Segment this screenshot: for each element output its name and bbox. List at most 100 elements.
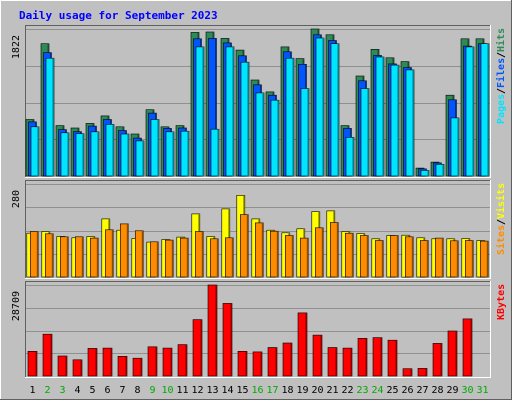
bar-shade (471, 240, 474, 277)
legend-separator: / (496, 52, 507, 58)
x-tick-label: 13 (206, 385, 218, 396)
bar-shade (365, 338, 367, 376)
x-tick-label: 16 (251, 385, 263, 396)
bar-shade (320, 335, 322, 376)
bar-shade (36, 231, 39, 277)
bar-shade (95, 348, 97, 376)
x-tick-label: 22 (341, 385, 353, 396)
legend-label-visits: Visits (495, 183, 507, 219)
bar-shade (202, 46, 204, 177)
x-tick-label: 28 (431, 385, 443, 396)
bar-shade (366, 235, 369, 277)
x-tick-label: 20 (311, 385, 323, 396)
bar-shade (35, 351, 37, 376)
bar-shade (412, 69, 414, 176)
x-tick-label: 17 (266, 385, 278, 396)
x-tick-label: 12 (191, 385, 203, 396)
y-max-label: 280 (11, 190, 22, 208)
bar-shade (50, 334, 52, 376)
bar-shade (395, 340, 397, 376)
x-tick-label: 18 (281, 385, 293, 396)
bar-shade (337, 43, 339, 177)
legend-label-pages: Pages (496, 94, 507, 124)
x-tick-label: 21 (326, 385, 338, 396)
bar-shade (110, 348, 112, 376)
bar-shade (292, 58, 294, 177)
bar-shade (291, 235, 294, 277)
panel-visits: 280 (11, 180, 491, 279)
bar-shade (381, 240, 384, 277)
bar-shade (472, 46, 474, 177)
x-tick-label: 2 (44, 385, 50, 396)
bar-shade (111, 229, 114, 277)
bar-shade (306, 238, 309, 277)
bar-shade (322, 38, 324, 176)
bar-shade (125, 356, 127, 376)
bar-shade (217, 129, 219, 176)
x-tick-label: 29 (446, 385, 458, 396)
x-tick-label: 9 (149, 385, 155, 396)
bar-shade (397, 65, 399, 176)
bar-shade (52, 58, 54, 177)
bar-shade (172, 131, 174, 176)
bar-shade (80, 359, 82, 376)
bar-shade (277, 100, 279, 176)
x-tick-label: 6 (104, 385, 110, 396)
bar-shade (200, 319, 202, 376)
bar-shade (442, 164, 444, 176)
bar-shade (37, 126, 39, 176)
x-tick-label: 7 (119, 385, 125, 396)
x-tick-label: 8 (134, 385, 140, 396)
bar-shade (275, 347, 277, 376)
bar-shade (425, 368, 427, 376)
bar-shade (470, 318, 472, 376)
bar-shade (96, 238, 99, 277)
bar-shade (396, 235, 399, 277)
bar-shade (82, 133, 84, 176)
legend-label-kbytes: KBytes (496, 284, 507, 320)
bar-shade (321, 227, 324, 277)
bar-shade (352, 137, 354, 176)
bar-shade (486, 241, 489, 277)
bar-shade (67, 132, 69, 176)
bar-shade (290, 343, 292, 376)
bar-shade (456, 240, 459, 277)
x-tick-label: 23 (356, 385, 368, 396)
bar-shade (126, 223, 129, 277)
bar-shade (487, 43, 489, 177)
bar-shade (185, 344, 187, 376)
bar-shade (157, 119, 159, 176)
bar-shade (81, 236, 84, 277)
bar-shade (112, 124, 114, 176)
x-tick-label: 11 (176, 385, 188, 396)
bar-shade (216, 238, 219, 277)
bar-shade (66, 236, 69, 277)
x-tick-label: 15 (236, 385, 248, 396)
bar-shade (201, 231, 204, 277)
bar-shade (156, 241, 159, 277)
chart-title: Daily usage for September 2023 (19, 9, 218, 22)
bar-shade (457, 117, 459, 176)
legend-label-files: Files (495, 58, 507, 88)
y-max-label: 1822 (11, 35, 22, 59)
bar-shade (367, 88, 369, 176)
legend-separator: / (496, 219, 507, 225)
bar-shade (307, 88, 309, 176)
bar-shade (171, 240, 174, 277)
bar-shade (336, 222, 339, 277)
bar-shade (65, 356, 67, 376)
legend-separator: / (496, 88, 507, 94)
bar-shade (97, 131, 99, 176)
x-tick-label: 27 (416, 385, 428, 396)
bar-shade (380, 337, 382, 376)
legend-label-hits: Hits (495, 28, 507, 52)
x-tick-label: 24 (371, 385, 383, 396)
bar-shade (262, 92, 264, 176)
bar-shade (335, 347, 337, 376)
bar-shade (141, 230, 144, 277)
bar-shade (382, 57, 384, 176)
bar-shade (231, 237, 234, 277)
legend-label-sites: Sites (495, 225, 507, 255)
